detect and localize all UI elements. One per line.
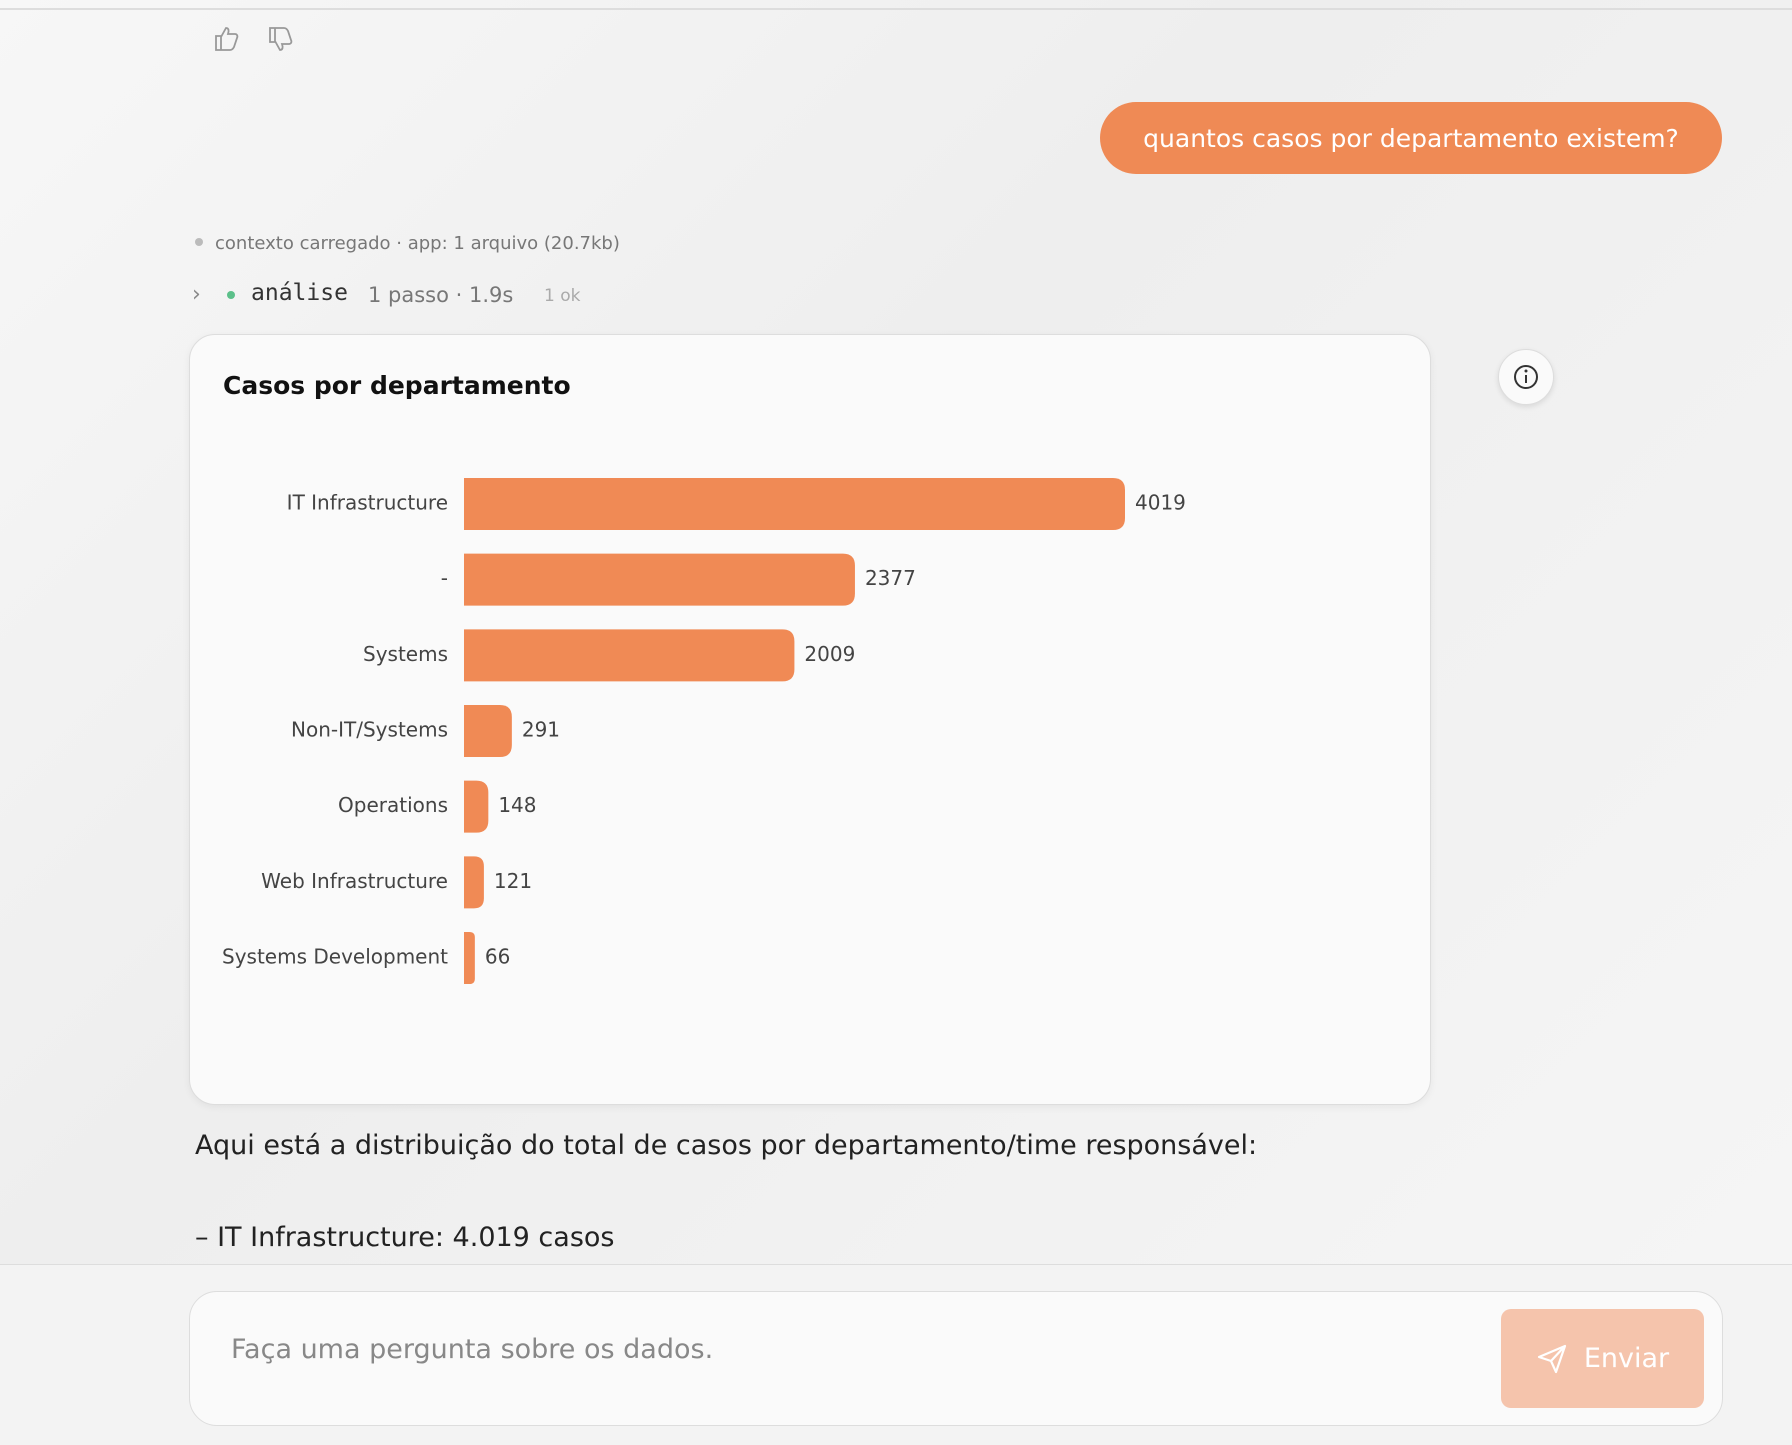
status-dot bbox=[195, 238, 203, 246]
bar bbox=[464, 478, 1125, 530]
chart-card: Casos por departamento IT Infrastructure… bbox=[189, 334, 1431, 1105]
chart: Casos por departamento IT Infrastructure… bbox=[222, 371, 1186, 984]
input-box[interactable] bbox=[189, 1291, 1723, 1426]
category-label: Systems Development bbox=[222, 945, 448, 969]
analysis-label[interactable]: análise bbox=[251, 280, 348, 306]
value-label: 121 bbox=[494, 869, 532, 893]
category-label: Non-IT/Systems bbox=[291, 718, 448, 742]
bar bbox=[464, 629, 795, 682]
expand-chevron[interactable]: › bbox=[192, 282, 201, 307]
category-label: IT Infrastructure bbox=[287, 491, 448, 515]
analysis-steps: 1 passo · 1.9s bbox=[368, 283, 514, 307]
bar bbox=[464, 553, 855, 606]
analysis-status: 1 ok bbox=[544, 286, 581, 306]
info-button[interactable] bbox=[1498, 349, 1554, 405]
answer-item: – IT Infrastructure: 4.019 casos bbox=[195, 1222, 615, 1253]
user-message: quantos casos por departamento existem? bbox=[1100, 102, 1722, 174]
bar bbox=[464, 780, 489, 833]
bar bbox=[464, 705, 512, 757]
category-label: - bbox=[441, 566, 448, 590]
category-label: Operations bbox=[338, 793, 448, 817]
feedback-icons[interactable] bbox=[212, 24, 302, 54]
bar bbox=[464, 856, 484, 909]
category-label: Web Infrastructure bbox=[261, 869, 448, 893]
value-label: 2377 bbox=[865, 566, 916, 590]
send-button[interactable]: Enviar bbox=[1501, 1309, 1704, 1408]
status-dot bbox=[227, 291, 235, 299]
bar bbox=[464, 932, 475, 984]
chart-title: Casos por departamento bbox=[223, 371, 571, 400]
value-label: 66 bbox=[485, 945, 510, 969]
top-border bbox=[0, 8, 1792, 10]
input-placeholder[interactable]: Faça uma pergunta sobre os dados. bbox=[231, 1334, 714, 1365]
context-line: contexto carregado · app: 1 arquivo (20.… bbox=[215, 233, 620, 254]
send-label[interactable]: Enviar bbox=[1583, 1343, 1670, 1374]
value-label: 4019 bbox=[1135, 491, 1186, 515]
answer-intro: Aqui está a distribuição do total de cas… bbox=[195, 1130, 1258, 1161]
value-label: 291 bbox=[522, 718, 560, 742]
category-label: Systems bbox=[363, 642, 448, 666]
value-label: 148 bbox=[498, 793, 536, 817]
value-label: 2009 bbox=[804, 642, 855, 666]
